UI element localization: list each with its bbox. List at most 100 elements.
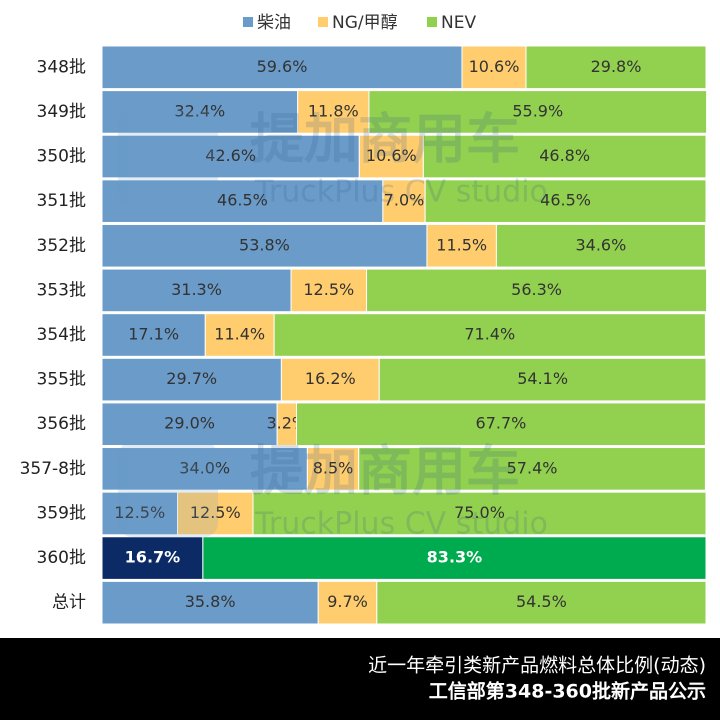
- bar-segment: [101, 134, 360, 179]
- category-label: 355批: [37, 370, 86, 390]
- category-label: 349批: [37, 102, 86, 122]
- bar-segment: [495, 223, 706, 268]
- value-label: 31.3%: [171, 280, 222, 299]
- value-label: 59.6%: [257, 57, 308, 76]
- legend-label: NG/甲醇: [332, 13, 398, 33]
- value-label: 29.8%: [591, 57, 642, 76]
- bar-segment: [202, 536, 707, 580]
- value-label: 12.5%: [303, 280, 354, 299]
- bar-segment: [297, 90, 370, 134]
- category-label: 359批: [37, 503, 86, 523]
- legend-swatch: [427, 17, 437, 27]
- value-label: 83.3%: [427, 548, 483, 567]
- bar-segment: [101, 179, 384, 223]
- bar-segment: [525, 45, 707, 90]
- bar-segment: [376, 580, 707, 625]
- value-label: 11.5%: [436, 235, 487, 254]
- bar-segment: [101, 313, 206, 357]
- bar-segment: [306, 447, 360, 491]
- watermark-logo: [118, 442, 218, 537]
- category-label: 总计: [52, 593, 86, 613]
- value-label: 53.8%: [239, 235, 290, 254]
- watermark-title: 提加商用车: [250, 440, 520, 503]
- bar-segment: [101, 536, 204, 580]
- value-label: 56.3%: [511, 280, 562, 299]
- bar-segment: [358, 134, 424, 179]
- legend-swatch: [243, 17, 253, 27]
- category-label: 354批: [37, 325, 86, 345]
- bar-segment: [366, 268, 708, 313]
- footer-text: 近一年牵引类新产品燃料总体比例(动态): [368, 655, 706, 677]
- value-label: 54.5%: [516, 592, 567, 611]
- bar-segment: [280, 357, 380, 402]
- bar-segment: [368, 90, 708, 134]
- bar-segment: [252, 491, 707, 536]
- bar-segment: [101, 447, 308, 491]
- value-label: 71.4%: [464, 325, 515, 344]
- value-label: 12.5%: [114, 503, 165, 522]
- value-label: 10.6%: [366, 146, 417, 165]
- value-label: 29.7%: [166, 369, 217, 388]
- value-label: 46.8%: [539, 146, 590, 165]
- value-label: 42.6%: [205, 146, 256, 165]
- bar-segment: [101, 45, 463, 90]
- bar-segment: [101, 90, 299, 134]
- value-label: 7.0%: [384, 191, 425, 210]
- value-label: 46.5%: [540, 191, 591, 210]
- bar-segment: [101, 580, 319, 625]
- value-label: 11.4%: [214, 325, 265, 344]
- value-label: 55.9%: [512, 101, 563, 120]
- bar-segment: [101, 402, 278, 447]
- footer-band: [0, 638, 720, 720]
- category-label: 348批: [37, 57, 86, 77]
- value-label: 10.6%: [469, 57, 520, 76]
- bar-segment: [101, 268, 292, 313]
- value-label: 35.8%: [185, 592, 236, 611]
- legend-swatch: [318, 17, 328, 27]
- watermark: 提加商用车 TruckPlus CV studio 提加商用车 TruckPlus C…: [118, 108, 548, 542]
- bar-segment: [358, 447, 706, 491]
- bar-segment: [424, 179, 707, 223]
- bar-segment: [290, 268, 368, 313]
- legend-label: NEV: [441, 13, 476, 33]
- category-label: 356批: [37, 414, 86, 434]
- bar-segment: [101, 491, 178, 536]
- value-label: 8.5%: [313, 458, 354, 477]
- value-label: 67.7%: [476, 414, 527, 433]
- category-label: 351批: [37, 191, 86, 211]
- bar-segment: [273, 313, 706, 357]
- watermark-subtitle: TruckPlus CV studio: [254, 507, 548, 542]
- watermark-subtitle: TruckPlus CV studio: [254, 175, 548, 210]
- legend-label: 柴油: [257, 13, 291, 33]
- value-label: 54.1%: [517, 369, 568, 388]
- bar-segment: [426, 223, 497, 268]
- watermark-title: 提加商用车: [250, 108, 520, 171]
- value-label: 11.8%: [308, 101, 359, 120]
- value-label: 9.7%: [327, 592, 368, 611]
- bar-segment: [461, 45, 527, 90]
- value-label: 46.5%: [217, 191, 268, 210]
- bar-segment: [101, 223, 428, 268]
- value-label: 16.7%: [125, 548, 181, 567]
- bar-segment: [177, 491, 254, 536]
- category-label: 353批: [37, 280, 86, 300]
- bar-segment: [382, 179, 426, 223]
- value-label: 29.0%: [164, 414, 215, 433]
- bar-segment: [378, 357, 707, 402]
- category-label: 357-8批: [20, 459, 86, 479]
- category-label: 360批: [37, 548, 86, 568]
- value-label: 17.1%: [128, 325, 179, 344]
- value-label: 32.4%: [174, 101, 225, 120]
- category-label: 352批: [37, 236, 86, 256]
- value-label: 34.0%: [179, 458, 230, 477]
- value-label: 12.5%: [190, 503, 241, 522]
- value-label: 34.6%: [575, 235, 626, 254]
- footer-text: 工信部第348-360批新产品公示: [429, 680, 706, 703]
- value-label: 57.4%: [507, 458, 558, 477]
- watermark-logo: [118, 110, 218, 205]
- bar-segment: [422, 134, 707, 179]
- category-label: 350批: [37, 147, 86, 167]
- bar-segment: [295, 402, 706, 447]
- legend: 柴油 NG/甲醇 NEV: [243, 13, 476, 33]
